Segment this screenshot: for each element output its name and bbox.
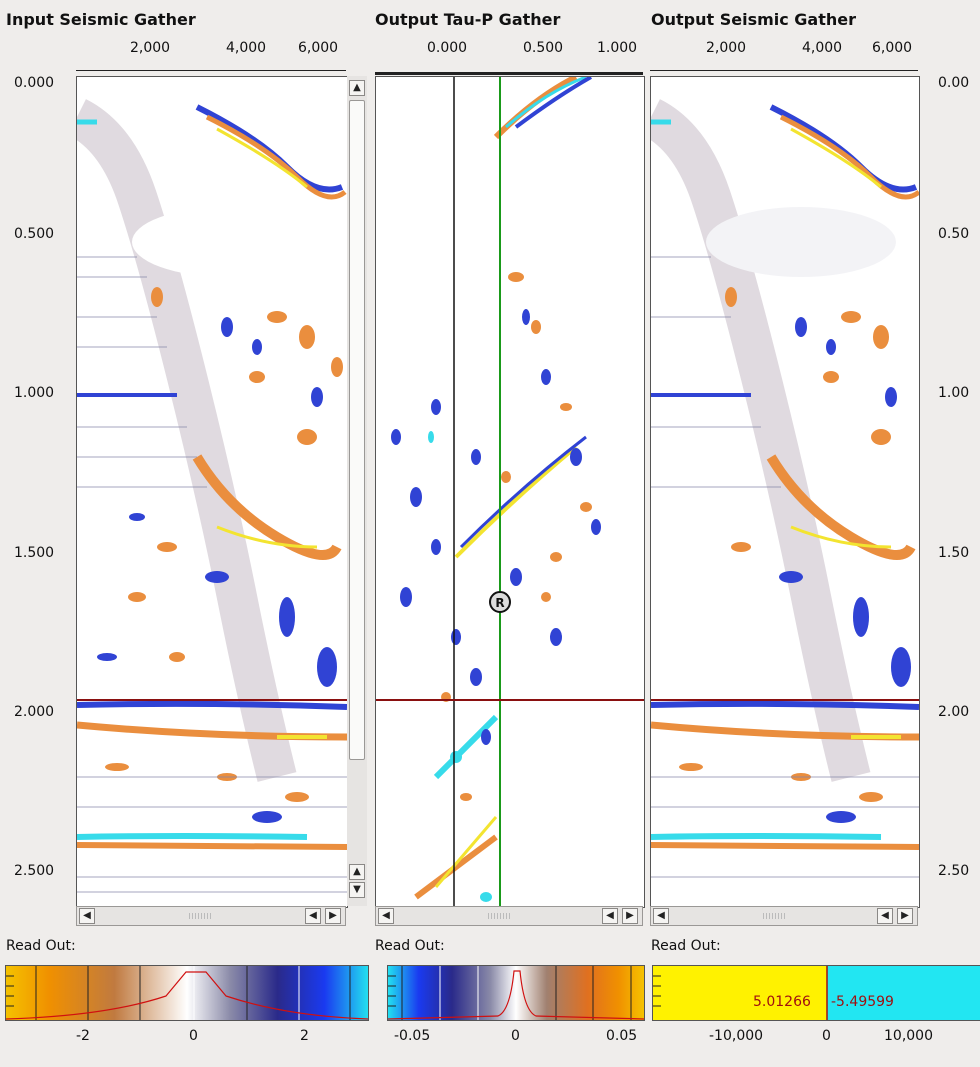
scroll-left-button[interactable]: ◀: [305, 908, 321, 924]
time-tick-right: 2.50: [938, 863, 970, 879]
x-tick: 1.000: [597, 40, 638, 56]
x-tick: 4,000: [226, 40, 267, 56]
time-tick-right: 0.50: [938, 226, 970, 242]
colorbar-tick: -10,000: [709, 1028, 764, 1044]
input-gather-plot[interactable]: [76, 76, 348, 908]
x-tick: 2,000: [706, 40, 747, 56]
scroll-up-button[interactable]: ▲: [349, 80, 365, 96]
time-tick-right: 1.00: [938, 385, 970, 401]
time-tick: 1.500: [14, 545, 55, 561]
scroll-grip[interactable]: [763, 913, 785, 919]
x-tick: 4,000: [802, 40, 843, 56]
scroll-right-button[interactable]: ▶: [325, 908, 341, 924]
colorbar-tick: 10,000: [884, 1028, 933, 1044]
colorbar-tick: -2: [76, 1028, 90, 1044]
scroll-right-button[interactable]: ▶: [622, 908, 638, 924]
output-gather-title: Output Seismic Gather: [651, 10, 857, 29]
colorbar-output[interactable]: 5.01266 -5.49599: [652, 965, 980, 1021]
taup-gather-title: Output Tau-P Gather: [375, 10, 561, 29]
x-axis-line: [76, 70, 346, 71]
colorbar-tick: 0: [189, 1028, 198, 1044]
scroll-left-button[interactable]: ◀: [378, 908, 394, 924]
vertical-scroll-thumb[interactable]: [349, 100, 365, 760]
horizontal-scrollbar[interactable]: ◀ ◀ ▶: [650, 906, 918, 926]
scroll-grip[interactable]: [488, 913, 510, 919]
colorbar-input[interactable]: [5, 965, 369, 1021]
taup-gather-plot[interactable]: R: [375, 76, 645, 908]
horizontal-scrollbar[interactable]: ◀ ◀ ▶: [375, 906, 643, 926]
scroll-left-button[interactable]: ◀: [79, 908, 95, 924]
scroll-left-button[interactable]: ◀: [653, 908, 669, 924]
time-tick: 2.500: [14, 863, 55, 879]
input-gather-title: Input Seismic Gather: [6, 10, 196, 29]
time-tick: 0.500: [14, 226, 55, 242]
x-tick: 0.500: [523, 40, 564, 56]
x-tick: 6,000: [872, 40, 913, 56]
scroll-down-button[interactable]: ▼: [349, 882, 365, 898]
time-tick-right: 0.00: [938, 75, 970, 91]
x-tick: 6,000: [298, 40, 339, 56]
vertical-scrollbar[interactable]: ▲ ▲ ▼: [347, 76, 367, 906]
x-axis-line: [650, 70, 918, 71]
x-axis-line: [375, 72, 643, 75]
scroll-grip[interactable]: [189, 913, 211, 919]
scroll-left-button[interactable]: ◀: [877, 908, 893, 924]
readout-value-left: 5.01266: [753, 994, 811, 1010]
x-tick: 0.000: [427, 40, 468, 56]
x-tick: 2,000: [130, 40, 171, 56]
colorbar-taup[interactable]: [387, 965, 645, 1021]
colorbar-tick: 0.05: [606, 1028, 638, 1044]
readout-label: Read Out:: [375, 938, 445, 954]
time-tick: 2.000: [14, 704, 55, 720]
scroll-left-button[interactable]: ◀: [602, 908, 618, 924]
picker-marker-label: R: [495, 596, 504, 610]
time-tick-right: 1.50: [938, 545, 970, 561]
time-tick: 1.000: [14, 385, 55, 401]
picker-marker[interactable]: [489, 591, 511, 613]
colorbar-tick: -0.05: [394, 1028, 431, 1044]
readout-label: Read Out:: [651, 938, 721, 954]
horizontal-scrollbar[interactable]: ◀ ◀ ▶: [76, 906, 346, 926]
time-tick-right: 2.00: [938, 704, 970, 720]
colorbar-tick: 2: [300, 1028, 309, 1044]
colorbar-tick: 0: [511, 1028, 520, 1044]
time-tick: 0.000: [14, 75, 55, 91]
readout-value-right: -5.49599: [831, 994, 894, 1010]
colorbar-tick: 0: [822, 1028, 831, 1044]
scroll-right-button[interactable]: ▶: [897, 908, 913, 924]
readout-label: Read Out:: [6, 938, 76, 954]
output-gather-plot[interactable]: [650, 76, 920, 908]
scroll-up-button[interactable]: ▲: [349, 864, 365, 880]
